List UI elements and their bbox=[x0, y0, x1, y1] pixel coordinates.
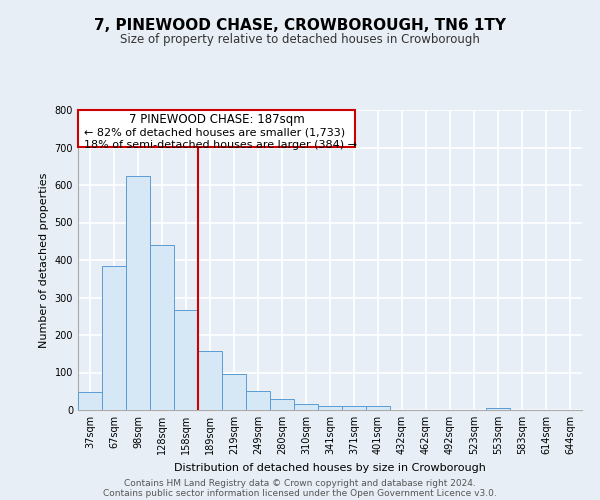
Text: Contains HM Land Registry data © Crown copyright and database right 2024.: Contains HM Land Registry data © Crown c… bbox=[124, 478, 476, 488]
Text: 18% of semi-detached houses are larger (384) →: 18% of semi-detached houses are larger (… bbox=[84, 140, 357, 150]
Text: ← 82% of detached houses are smaller (1,733): ← 82% of detached houses are smaller (1,… bbox=[84, 128, 345, 138]
Text: 7, PINEWOOD CHASE, CROWBOROUGH, TN6 1TY: 7, PINEWOOD CHASE, CROWBOROUGH, TN6 1TY bbox=[94, 18, 506, 32]
Text: 7 PINEWOOD CHASE: 187sqm: 7 PINEWOOD CHASE: 187sqm bbox=[129, 112, 304, 126]
Bar bbox=[366, 406, 390, 410]
Bar bbox=[222, 374, 246, 410]
Bar bbox=[270, 399, 294, 410]
Text: Contains public sector information licensed under the Open Government Licence v3: Contains public sector information licen… bbox=[103, 488, 497, 498]
Bar bbox=[174, 310, 198, 410]
Bar bbox=[342, 406, 366, 410]
Bar bbox=[318, 406, 342, 410]
Bar bbox=[150, 245, 174, 410]
Bar bbox=[126, 176, 150, 410]
Text: Size of property relative to detached houses in Crowborough: Size of property relative to detached ho… bbox=[120, 32, 480, 46]
Bar bbox=[102, 266, 126, 410]
Bar bbox=[486, 408, 510, 410]
Bar bbox=[294, 404, 318, 410]
Bar bbox=[198, 351, 222, 410]
Y-axis label: Number of detached properties: Number of detached properties bbox=[39, 172, 49, 348]
Bar bbox=[78, 392, 102, 410]
Bar bbox=[246, 391, 270, 410]
X-axis label: Distribution of detached houses by size in Crowborough: Distribution of detached houses by size … bbox=[174, 462, 486, 472]
